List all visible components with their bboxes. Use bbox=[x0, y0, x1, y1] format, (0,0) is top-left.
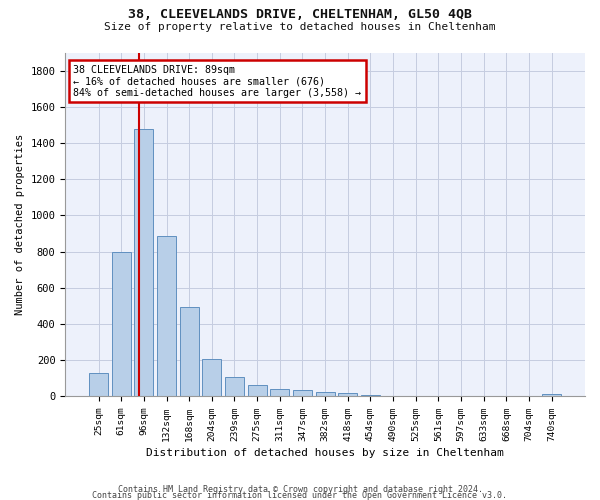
Bar bbox=[270, 389, 289, 396]
Bar bbox=[293, 390, 312, 396]
Bar bbox=[89, 373, 108, 396]
Bar bbox=[225, 378, 244, 396]
X-axis label: Distribution of detached houses by size in Cheltenham: Distribution of detached houses by size … bbox=[146, 448, 504, 458]
Y-axis label: Number of detached properties: Number of detached properties bbox=[15, 134, 25, 315]
Bar bbox=[157, 236, 176, 396]
Bar bbox=[202, 359, 221, 397]
Bar bbox=[134, 128, 154, 396]
Text: 38, CLEEVELANDS DRIVE, CHELTENHAM, GL50 4QB: 38, CLEEVELANDS DRIVE, CHELTENHAM, GL50 … bbox=[128, 8, 472, 20]
Bar bbox=[179, 307, 199, 396]
Bar bbox=[542, 394, 562, 396]
Bar bbox=[248, 384, 267, 396]
Bar bbox=[112, 252, 131, 396]
Bar bbox=[361, 394, 380, 396]
Text: 38 CLEEVELANDS DRIVE: 89sqm
← 16% of detached houses are smaller (676)
84% of se: 38 CLEEVELANDS DRIVE: 89sqm ← 16% of det… bbox=[73, 64, 361, 98]
Bar bbox=[316, 392, 335, 396]
Text: Contains public sector information licensed under the Open Government Licence v3: Contains public sector information licen… bbox=[92, 491, 508, 500]
Text: Contains HM Land Registry data © Crown copyright and database right 2024.: Contains HM Land Registry data © Crown c… bbox=[118, 485, 482, 494]
Text: Size of property relative to detached houses in Cheltenham: Size of property relative to detached ho… bbox=[104, 22, 496, 32]
Bar bbox=[338, 392, 358, 396]
